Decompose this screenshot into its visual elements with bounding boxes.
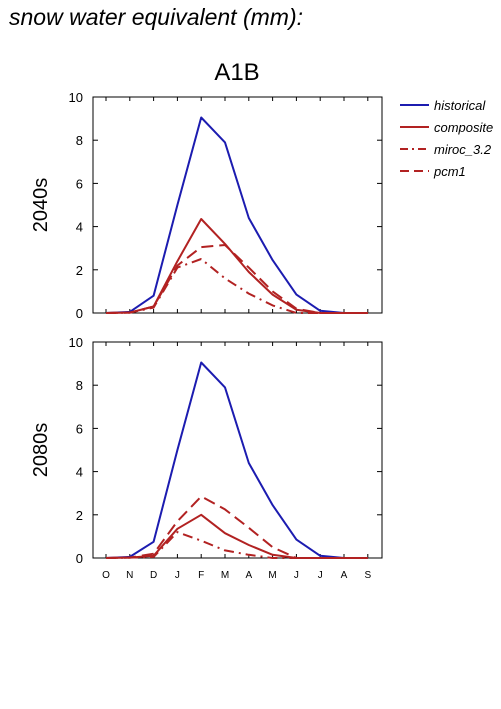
series-line-historical xyxy=(105,116,368,314)
x-tick-label: M xyxy=(268,570,276,581)
x-tick-label: M xyxy=(221,570,229,581)
x-tick-label: S xyxy=(364,570,371,581)
series-line-composite xyxy=(105,218,368,314)
x-tick-label: O xyxy=(102,570,110,581)
x-tick-label: A xyxy=(245,570,252,581)
y-tick-label: 0 xyxy=(76,306,83,321)
legend-label-miroc-3-2: miroc_3.2 xyxy=(434,142,492,157)
chart-legend: historical composite miroc_3.2 pcm1 xyxy=(400,98,493,179)
y-tick-label: 8 xyxy=(76,378,83,393)
y-tick-label: 4 xyxy=(76,465,83,480)
y-tick-label: 4 xyxy=(76,220,83,235)
y-tick-label: 10 xyxy=(69,335,83,350)
panel-label: 2080s xyxy=(30,423,52,478)
panel-label: 2040s xyxy=(30,178,52,233)
legend-label-pcm1: pcm1 xyxy=(433,164,466,179)
legend-label-historical: historical xyxy=(434,98,486,113)
plot-frame xyxy=(92,96,383,314)
scenario-title: A1B xyxy=(214,59,259,86)
x-tick-label: N xyxy=(126,570,133,581)
x-tick-label: J xyxy=(318,570,323,581)
y-tick-label: 8 xyxy=(76,133,83,148)
y-tick-label: 2 xyxy=(76,263,83,278)
x-tick-label: F xyxy=(198,570,204,581)
panel-2040s: 0 2 4 6 8 10 2040s xyxy=(30,90,383,321)
series-line-pcm1 xyxy=(105,244,368,314)
legend-label-composite: composite xyxy=(434,120,493,135)
x-tick-label: D xyxy=(150,570,157,581)
y-tick-label: 6 xyxy=(76,176,83,191)
y-tick-label: 6 xyxy=(76,421,83,436)
y-tick-label: 2 xyxy=(76,508,83,523)
x-tick-label: A xyxy=(341,570,348,581)
y-tick-label: 0 xyxy=(76,551,83,566)
panel-2080s: 0 2 4 6 8 10 2080s O N D J F M A M J J A S xyxy=(30,335,383,581)
x-tick-label: J xyxy=(175,570,180,581)
series-line-miroc-3-2 xyxy=(105,258,368,314)
plot-frame xyxy=(92,341,383,559)
series-line-historical xyxy=(105,361,368,559)
series-line-pcm1 xyxy=(105,495,368,559)
figure-title: snow water equivalent (mm): xyxy=(9,4,303,30)
series-line-composite xyxy=(105,513,368,559)
x-tick-label: J xyxy=(294,570,299,581)
y-tick-label: 10 xyxy=(69,90,83,105)
